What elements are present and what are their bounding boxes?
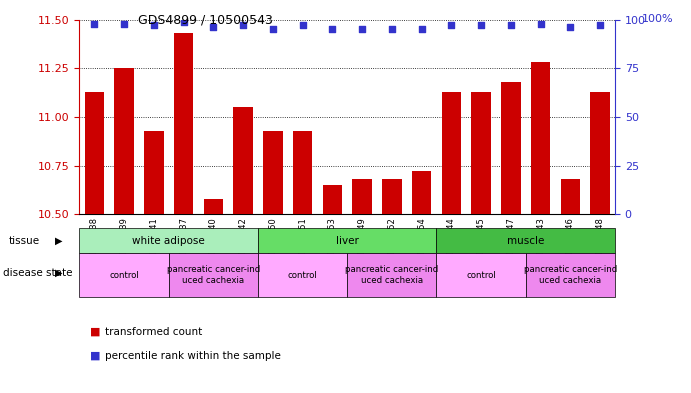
Point [149, 22, 160, 29]
Text: ■: ■ [90, 327, 100, 337]
Bar [442, 92, 461, 214]
Point [178, 18, 189, 25]
Bar [144, 130, 164, 214]
Bar [437, 228, 615, 253]
Text: control: control [287, 271, 317, 279]
Point [565, 24, 576, 31]
Bar [347, 253, 437, 297]
Bar [412, 171, 431, 214]
Point [594, 22, 605, 29]
Point [386, 26, 397, 33]
Bar [258, 228, 437, 253]
Bar [293, 130, 312, 214]
Point [119, 20, 130, 27]
Bar [234, 107, 253, 214]
Bar [560, 179, 580, 214]
Bar [174, 33, 193, 214]
Bar [115, 68, 134, 214]
Point [208, 24, 219, 31]
Text: pancreatic cancer-ind
uced cachexia: pancreatic cancer-ind uced cachexia [346, 265, 439, 285]
Bar [526, 253, 615, 297]
Point [535, 20, 546, 27]
Bar [323, 185, 342, 214]
Point [505, 22, 516, 29]
Text: white adipose: white adipose [133, 236, 205, 246]
Bar [79, 253, 169, 297]
Bar [169, 253, 258, 297]
Text: ▶: ▶ [55, 235, 62, 246]
Bar [352, 179, 372, 214]
Text: disease state: disease state [3, 268, 73, 278]
Text: pancreatic cancer-ind
uced cachexia: pancreatic cancer-ind uced cachexia [167, 265, 260, 285]
Text: control: control [109, 271, 139, 279]
Bar [382, 179, 401, 214]
Text: percentile rank within the sample: percentile rank within the sample [105, 351, 281, 361]
Point [475, 22, 486, 29]
Y-axis label: 100%: 100% [642, 14, 674, 24]
Point [267, 26, 278, 33]
Text: pancreatic cancer-ind
uced cachexia: pancreatic cancer-ind uced cachexia [524, 265, 617, 285]
Bar [79, 228, 258, 253]
Point [416, 26, 427, 33]
Bar [471, 92, 491, 214]
Bar [85, 92, 104, 214]
Point [297, 22, 308, 29]
Text: liver: liver [336, 236, 359, 246]
Bar [258, 253, 347, 297]
Point [357, 26, 368, 33]
Text: GDS4899 / 10500543: GDS4899 / 10500543 [138, 14, 273, 27]
Bar [590, 92, 609, 214]
Text: ■: ■ [90, 351, 100, 361]
Text: ▶: ▶ [55, 268, 62, 278]
Bar [501, 82, 520, 214]
Point [327, 26, 338, 33]
Bar [263, 130, 283, 214]
Point [446, 22, 457, 29]
Text: tissue: tissue [9, 235, 40, 246]
Bar [531, 62, 550, 214]
Point [89, 20, 100, 27]
Text: transformed count: transformed count [105, 327, 202, 337]
Bar [437, 253, 526, 297]
Text: muscle: muscle [507, 236, 545, 246]
Point [238, 22, 249, 29]
Text: control: control [466, 271, 496, 279]
Bar [204, 198, 223, 214]
